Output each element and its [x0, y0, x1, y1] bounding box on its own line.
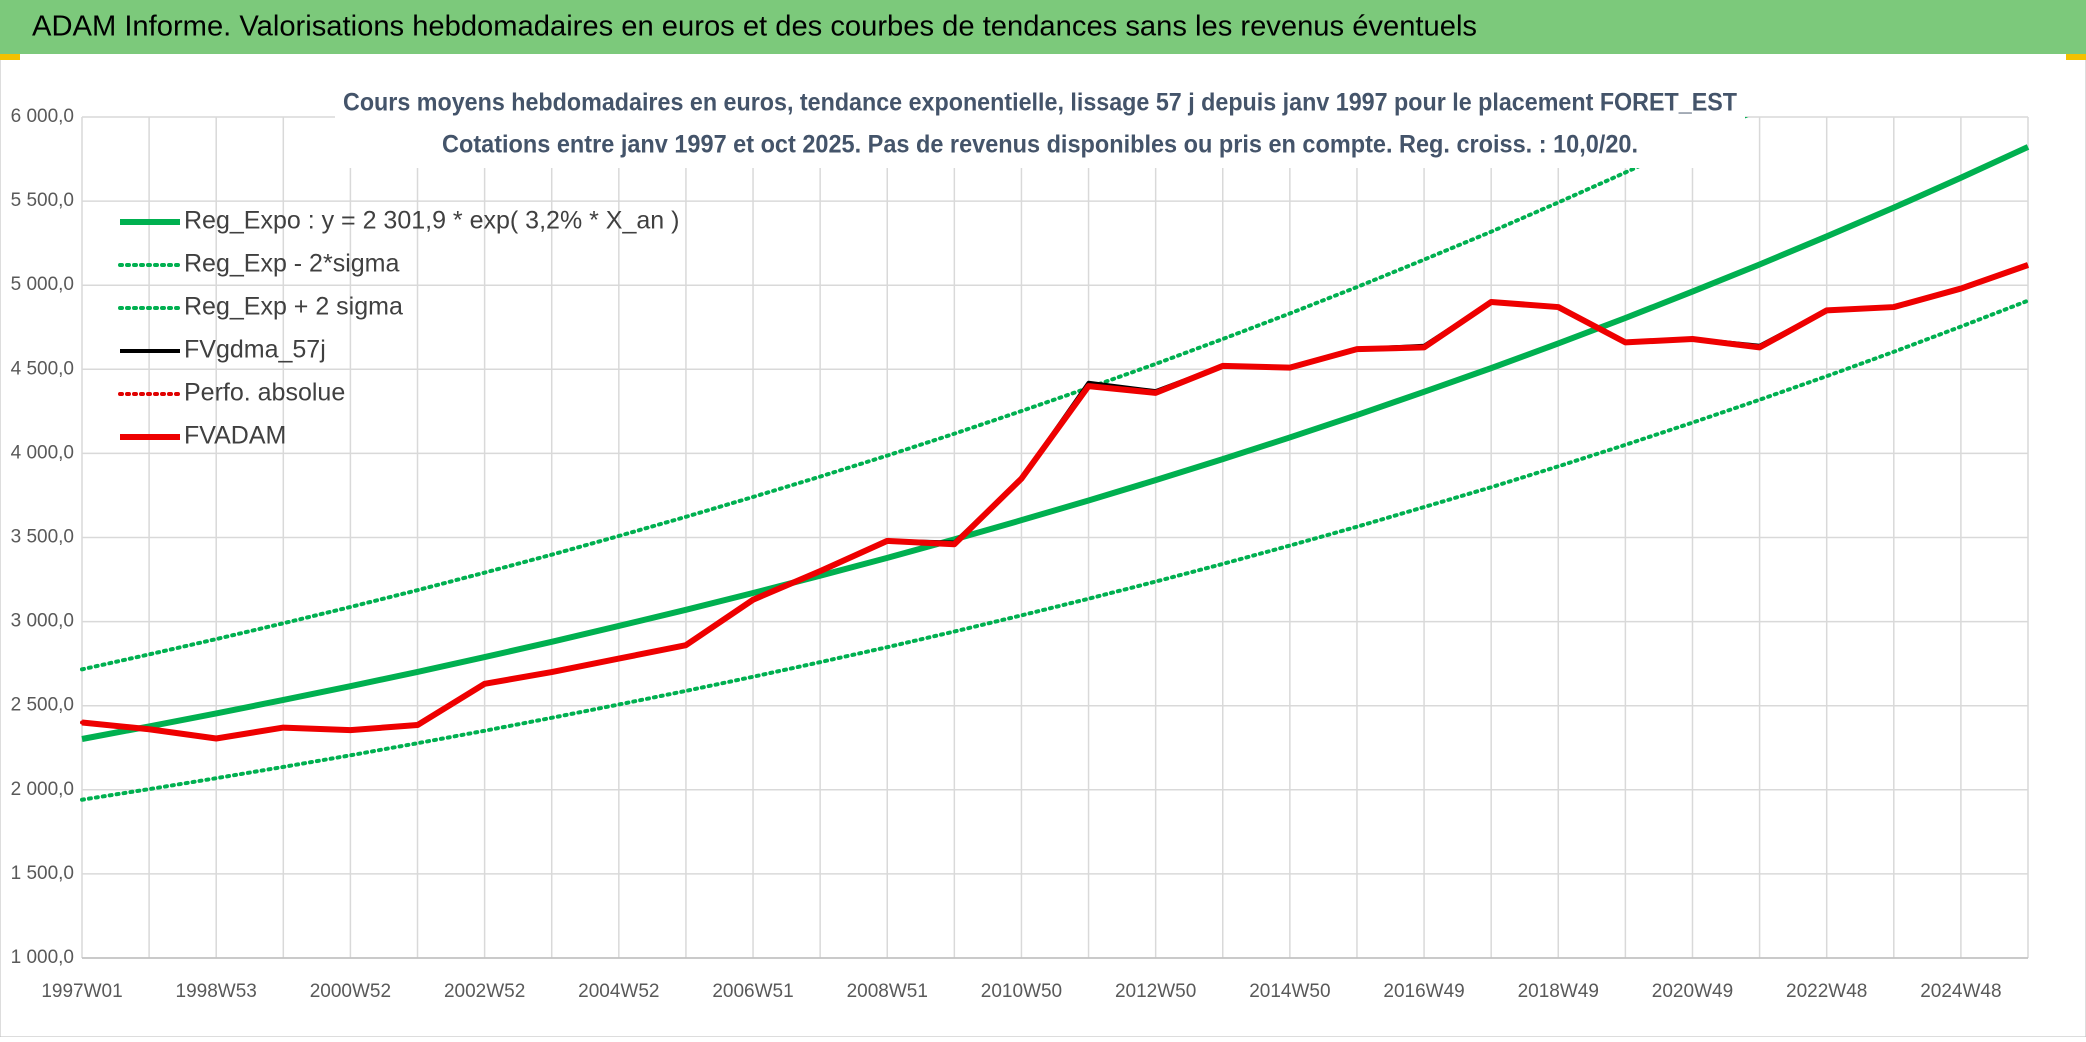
x-tick-label: 2002W52 — [444, 981, 525, 1002]
y-tick-label: 3 500,0 — [11, 527, 74, 548]
y-tick-label: 4 000,0 — [11, 442, 74, 463]
x-tick-label: 2006W51 — [712, 981, 793, 1002]
x-tick-label: 2016W49 — [1383, 981, 1464, 1002]
legend-label: FVgdma_57j — [184, 336, 326, 364]
corner — [2066, 54, 2086, 60]
header-title: ADAM Informe. Valorisations hebdomadaire… — [32, 11, 1477, 43]
legend-label: FVADAM — [184, 422, 286, 450]
legend-label: Reg_Exp + 2 sigma — [184, 293, 403, 321]
y-tick-label: 1 000,0 — [11, 947, 74, 968]
legend-label: Perfo. absolue — [184, 379, 345, 407]
x-tick-label: 2008W51 — [847, 981, 928, 1002]
legend: Reg_Expo : y = 2 301,9 * exp( 3,2% * X_a… — [118, 207, 679, 450]
y-tick-label: 1 500,0 — [11, 863, 74, 884]
chart-title: Cours moyens hebdomadaires en euros, ten… — [343, 89, 1737, 117]
plot: 1 000,0 1 500,0 2 000,0 2 500,0 3 000,0 3 500… — [11, 106, 2030, 1002]
x-tick-label: 1997W01 — [41, 981, 122, 1002]
title-bg — [335, 84, 1745, 168]
y-tick-label: 5 000,0 — [11, 274, 74, 295]
x-tick-label: 2004W52 — [578, 981, 659, 1002]
corner — [0, 54, 20, 60]
legend-label: Reg_Exp - 2*sigma — [184, 250, 399, 278]
y-tick-label: 6 000,0 — [11, 106, 74, 127]
series-line — [81, 144, 2030, 742]
y-tick-label: 2 500,0 — [11, 695, 74, 716]
header-bar — [0, 0, 2086, 54]
legend-label: Reg_Expo : y = 2 301,9 * exp( 3,2% * X_a… — [184, 207, 679, 235]
x-tick-label: 2024W48 — [1920, 981, 2001, 1002]
x-tick-label: 2012W50 — [1115, 981, 1196, 1002]
y-tick-label: 5 500,0 — [11, 190, 74, 211]
x-tick-label: 2022W48 — [1786, 981, 1867, 1002]
x-tick-label: 2000W52 — [310, 981, 391, 1002]
y-tick-label: 3 000,0 — [11, 611, 74, 632]
x-tick-label: 1998W53 — [176, 981, 257, 1002]
chart-subtitle: Cotations entre janv 1997 et oct 2025. P… — [442, 131, 1638, 159]
x-tick-label: 2010W50 — [981, 981, 1062, 1002]
series-line — [80, 298, 2030, 802]
y-tick-label: 2 000,0 — [11, 779, 74, 800]
x-tick-label: 2014W50 — [1249, 981, 1330, 1002]
x-tick-label: 2018W49 — [1518, 981, 1599, 1002]
x-tick-label: 2020W49 — [1652, 981, 1733, 1002]
y-tick-label: 4 500,0 — [11, 358, 74, 379]
series-line — [81, 262, 2029, 742]
